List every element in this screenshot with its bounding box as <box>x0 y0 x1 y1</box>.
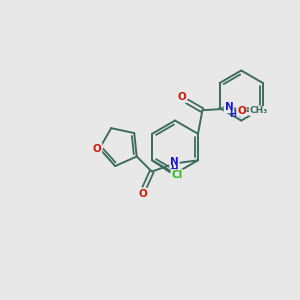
Text: O: O <box>139 189 147 199</box>
Text: CH₃: CH₃ <box>249 106 268 116</box>
Text: N: N <box>170 158 179 167</box>
Text: O: O <box>237 106 246 116</box>
Text: N: N <box>224 102 233 112</box>
Text: O: O <box>177 92 186 102</box>
Text: H: H <box>171 165 178 174</box>
Text: Cl: Cl <box>172 170 183 180</box>
Text: H: H <box>230 110 237 118</box>
Text: O: O <box>93 144 101 154</box>
